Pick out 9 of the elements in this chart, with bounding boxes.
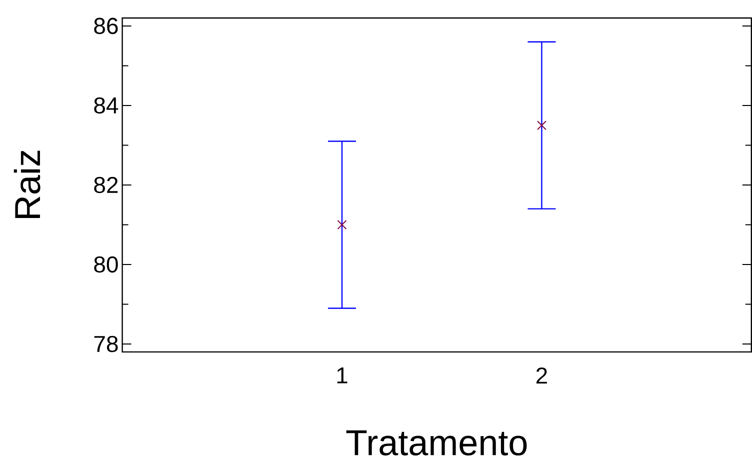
y-axis-title: Raiz — [14, 150, 40, 218]
x-axis-title: Tratamento — [346, 430, 527, 456]
y-tick-label: 82 — [94, 176, 118, 194]
y-tick-label: 86 — [94, 18, 118, 34]
y-tick-label: 80 — [94, 256, 118, 273]
y-tick-label: 78 — [94, 336, 118, 352]
y-tick-label: 84 — [94, 97, 118, 114]
x-tick-label: 2 — [536, 368, 547, 384]
x-tick-label: 1 — [337, 368, 348, 384]
